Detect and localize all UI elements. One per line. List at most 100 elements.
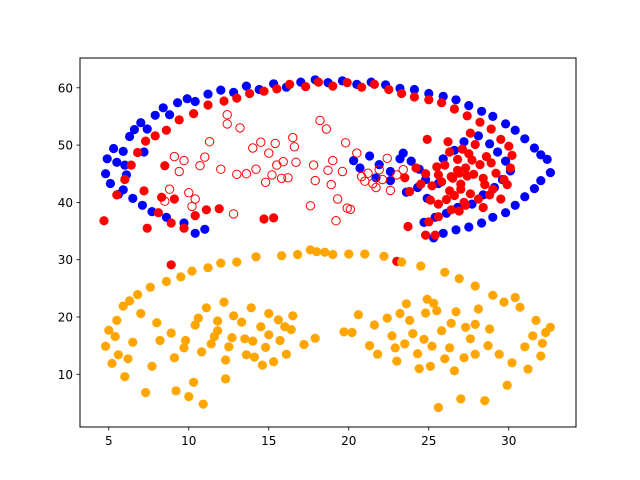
data-point-s3-19 [179, 343, 189, 353]
data-point-s0-48 [520, 192, 530, 202]
data-point-s3-128 [401, 299, 411, 309]
data-point-s2-12 [241, 169, 252, 179]
data-point-s1-76 [441, 194, 451, 205]
data-point-s0-83 [459, 137, 469, 147]
data-point-s1-79 [491, 168, 501, 178]
data-point-s2-14 [251, 164, 261, 174]
data-point-s3-117 [224, 342, 234, 352]
data-point-s1-103 [465, 128, 475, 138]
data-point-s3-99 [123, 354, 133, 364]
data-point-s1-87 [449, 190, 459, 201]
data-point-s1-70 [440, 160, 450, 170]
data-point-s3-106 [264, 308, 274, 319]
data-point-s1-65 [475, 160, 485, 170]
data-point-s1-48 [190, 211, 200, 221]
data-point-s1-16 [285, 79, 295, 89]
data-point-s0-18 [216, 85, 226, 95]
data-point-s1-28 [449, 104, 459, 114]
data-point-s1-77 [459, 197, 469, 207]
data-point-s0-49 [510, 200, 520, 210]
data-point-s3-32 [241, 350, 251, 360]
data-point-s3-49 [339, 327, 349, 337]
data-point-s3-58 [382, 313, 392, 323]
data-points-layer [99, 75, 556, 413]
data-point-s1-47 [201, 205, 211, 215]
data-point-s3-76 [456, 394, 466, 404]
data-point-s1-3 [126, 160, 136, 170]
data-point-s3-86 [502, 380, 512, 390]
data-point-s2-16 [260, 177, 271, 188]
data-point-s3-56 [373, 349, 383, 359]
data-point-s1-81 [432, 162, 442, 172]
data-point-s3-11 [141, 388, 151, 398]
data-point-s3-104 [219, 297, 229, 307]
data-point-s0-87 [501, 156, 511, 166]
data-point-s0-13 [165, 110, 175, 120]
data-point-s3-80 [473, 304, 483, 314]
y-tick-label-1: 20 [58, 310, 73, 324]
data-point-s0-53 [464, 222, 474, 232]
data-point-s2-53 [160, 196, 170, 206]
data-point-s1-2 [120, 174, 130, 185]
data-point-s0-84 [473, 131, 483, 141]
data-point-s0-17 [203, 89, 213, 99]
data-point-s3-23 [198, 399, 208, 409]
data-point-s2-18 [267, 170, 277, 180]
data-point-s3-115 [414, 364, 424, 374]
data-point-s2-33 [326, 179, 336, 190]
data-point-s1-13 [245, 88, 255, 99]
data-point-s1-54 [139, 186, 149, 196]
data-point-s2-40 [345, 204, 356, 215]
x-tick-label-5: 30 [501, 434, 516, 448]
data-point-s3-118 [213, 316, 223, 326]
data-point-s0-51 [488, 212, 498, 222]
data-point-s3-91 [523, 364, 533, 374]
data-point-s2-34 [328, 155, 338, 166]
data-point-s1-104 [422, 134, 432, 144]
data-point-s3-25 [206, 339, 216, 349]
data-point-s1-10 [203, 100, 213, 110]
data-point-s0-35 [451, 95, 461, 105]
data-point-s0-3 [109, 143, 119, 154]
data-point-s3-41 [281, 349, 291, 359]
data-point-s0-44 [542, 154, 552, 164]
data-point-s3-70 [433, 402, 443, 413]
data-point-s3-87 [507, 358, 517, 368]
y-tick-label-3: 40 [58, 196, 73, 210]
data-point-s3-98 [110, 331, 120, 342]
data-point-s3-124 [209, 331, 219, 342]
data-point-s1-46 [259, 214, 269, 224]
data-point-s1-32 [496, 134, 506, 144]
data-point-s3-38 [269, 357, 279, 367]
data-point-s1-38 [473, 194, 483, 204]
data-point-s2-52 [164, 184, 175, 194]
data-point-s2-55 [184, 188, 194, 198]
data-point-s2-37 [337, 166, 348, 177]
data-point-s1-58 [179, 223, 189, 233]
data-point-s3-96 [545, 322, 556, 332]
data-point-s2-50 [392, 170, 402, 180]
data-point-s1-73 [481, 152, 491, 162]
data-point-s0-57 [190, 228, 200, 238]
data-point-s1-9 [189, 109, 199, 119]
data-point-s0-1 [102, 154, 112, 164]
data-point-s3-90 [520, 342, 530, 352]
data-point-s3-113 [485, 324, 495, 334]
data-point-s3-72 [440, 267, 450, 277]
data-point-s0-20 [241, 81, 251, 91]
x-tick-label-0: 5 [105, 434, 113, 448]
data-point-s0-43 [536, 150, 546, 160]
data-point-s1-60 [166, 260, 176, 270]
data-point-s3-1 [104, 325, 114, 335]
data-point-s0-38 [488, 111, 498, 121]
data-point-s3-22 [193, 313, 203, 323]
data-point-s0-10 [142, 124, 152, 134]
data-point-s3-53 [360, 249, 370, 259]
data-point-s3-78 [465, 334, 475, 344]
data-point-s0-55 [438, 228, 448, 238]
data-point-s3-21 [187, 266, 197, 276]
data-point-s2-17 [264, 148, 274, 158]
data-point-s1-1 [112, 190, 122, 200]
data-point-s1-55 [160, 161, 170, 171]
data-point-s1-88 [437, 177, 447, 187]
